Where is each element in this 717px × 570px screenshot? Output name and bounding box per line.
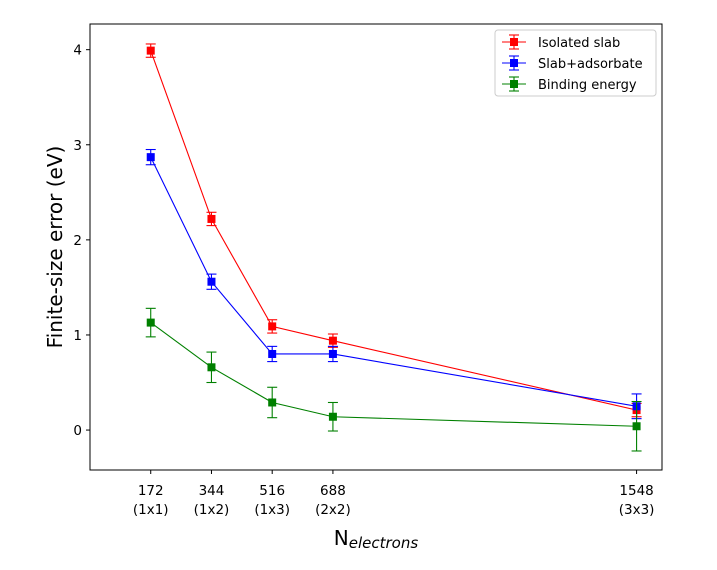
legend-label: Slab+adsorbate [538, 57, 643, 72]
x-tick-sublabel: (3x3) [619, 502, 655, 518]
data-point [207, 214, 216, 223]
legend-box [494, 29, 657, 97]
y-tick-label: 3 [73, 138, 82, 154]
y-tick-label: 1 [73, 328, 82, 344]
x-tick-label: 344 [199, 483, 225, 499]
x-tick-sublabel: (2x2) [315, 502, 351, 518]
legend: Isolated slab Slab+adsorbate Binding energ… [494, 29, 657, 97]
legend-item: Binding energy [502, 76, 637, 93]
x-axis-title: Nelectrons [334, 526, 419, 552]
plot-frame [89, 23, 663, 471]
legend-label: Isolated slab [538, 36, 620, 51]
legend-marker [510, 38, 518, 46]
data-point [328, 349, 337, 358]
x-axis-title-subscript: electrons [349, 534, 419, 552]
data-point [328, 336, 337, 345]
legend-label: Binding energy [538, 78, 637, 93]
data-point [146, 46, 155, 55]
data-point [207, 277, 216, 286]
data-point [146, 153, 155, 162]
y-tick-label: 0 [73, 423, 82, 439]
series-binding-energy [145, 307, 642, 452]
x-tick-label: 1548 [619, 483, 653, 499]
data-point [268, 349, 277, 358]
y-tick-label: 2 [73, 233, 82, 249]
data-point [207, 363, 216, 372]
data-point [146, 318, 155, 327]
legend-item: Isolated slab [502, 34, 620, 51]
data-point [632, 422, 641, 431]
x-tick-label: 516 [259, 483, 285, 499]
x-axis: 172 (1x1) 344 (1x2) 516 (1x3) 688 (2x2) 1548 (3x3… [133, 470, 655, 518]
x-tick-sublabel: (1x2) [194, 502, 230, 518]
legend-item: Slab+adsorbate [502, 55, 643, 72]
x-tick-label: 688 [320, 483, 346, 499]
y-tick-label: 4 [73, 43, 82, 59]
series-layer [145, 43, 642, 452]
x-tick-label: 172 [138, 483, 164, 499]
x-axis-title-main: N [334, 526, 349, 550]
x-tick-sublabel: (1x1) [133, 502, 169, 518]
x-tick-sublabel: (1x3) [254, 502, 290, 518]
legend-marker [510, 59, 518, 67]
legend-marker [510, 80, 518, 88]
data-point [268, 398, 277, 407]
data-point [328, 412, 337, 421]
y-axis-title: Finite-size error (eV) [43, 146, 67, 349]
data-point [268, 322, 277, 331]
y-axis: 0 1 2 3 4 [73, 43, 90, 439]
